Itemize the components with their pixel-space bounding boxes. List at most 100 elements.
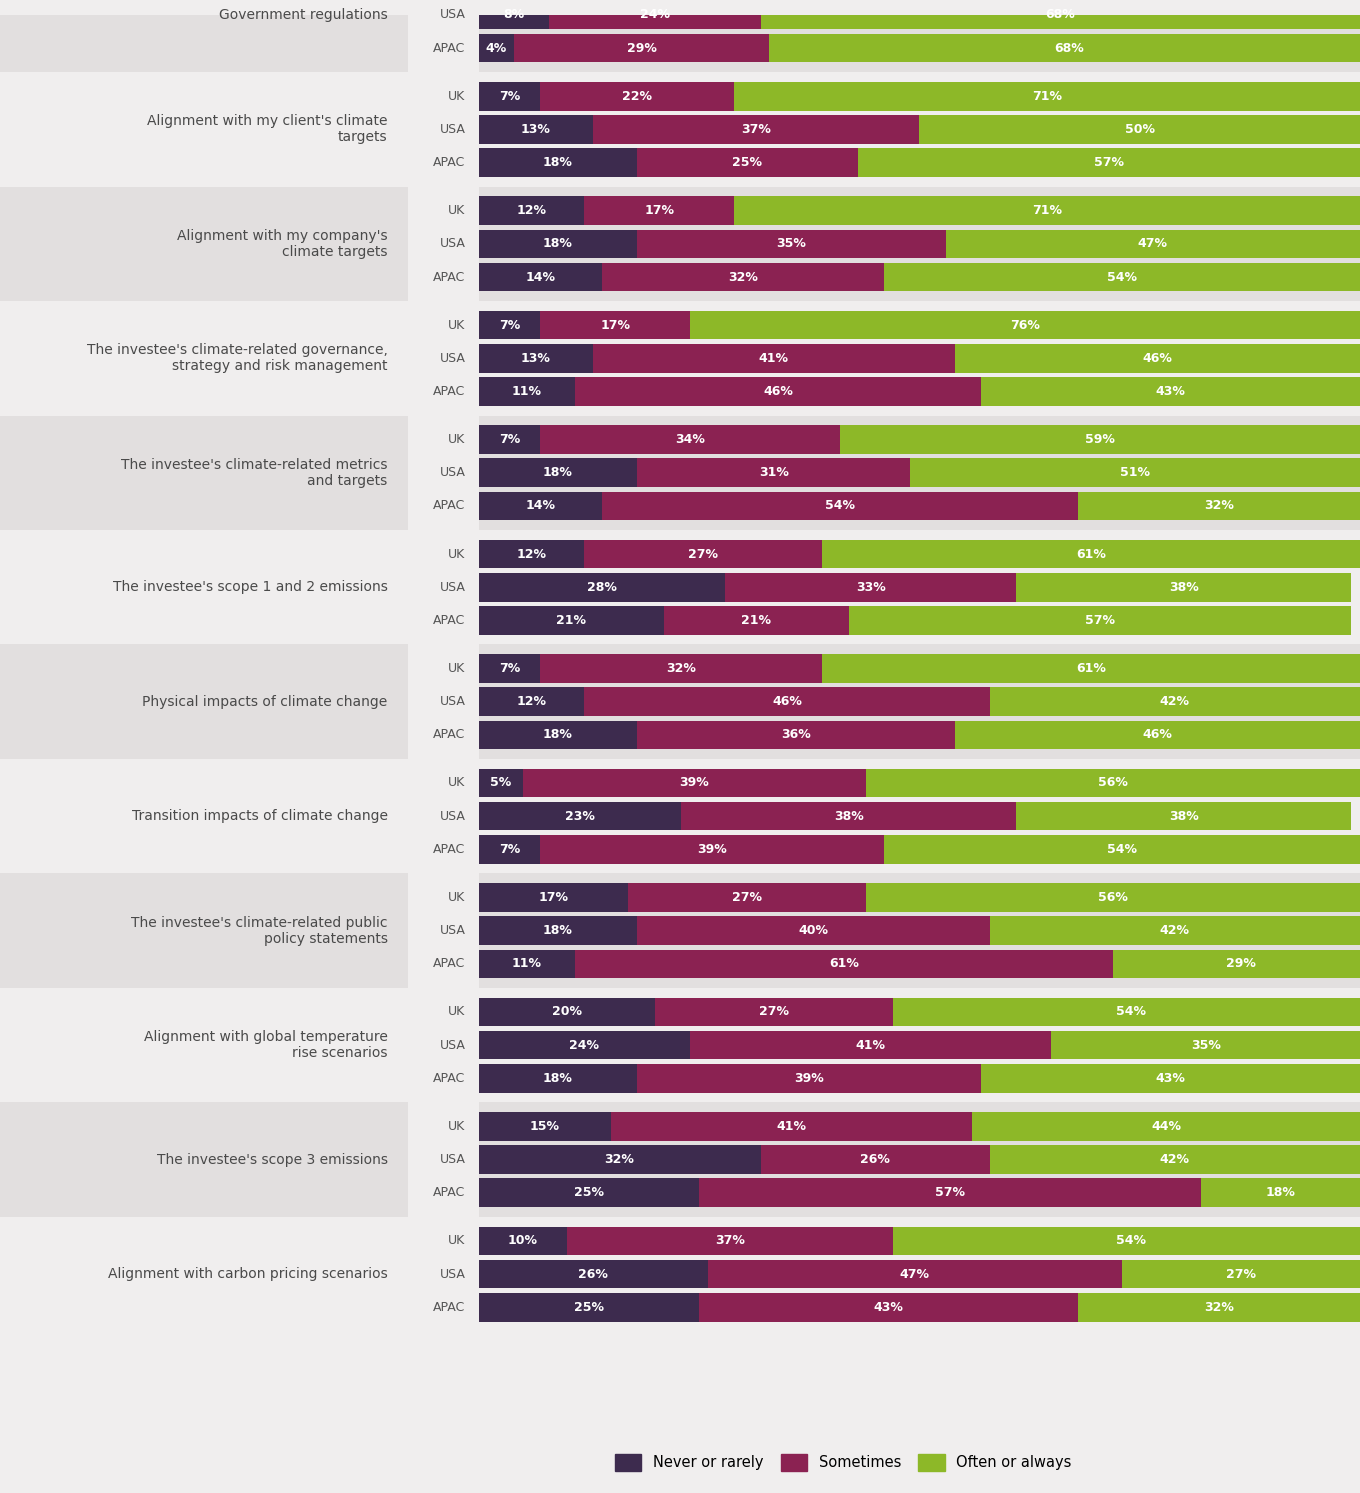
Text: 12%: 12% <box>517 205 547 216</box>
Text: UK: UK <box>447 1235 465 1247</box>
Bar <box>638 721 955 749</box>
Text: Alignment with global temperature
rise scenarios: Alignment with global temperature rise s… <box>144 1030 388 1060</box>
Bar <box>0 988 408 1102</box>
Text: 8%: 8% <box>503 9 525 21</box>
Text: 18%: 18% <box>543 466 573 479</box>
Bar <box>540 426 840 454</box>
Bar <box>823 654 1360 682</box>
Bar <box>479 148 638 176</box>
Text: 12%: 12% <box>517 548 547 560</box>
Text: APAC: APAC <box>432 270 465 284</box>
Bar <box>945 230 1360 258</box>
Text: 29%: 29% <box>627 42 657 55</box>
Bar <box>479 1293 699 1321</box>
Bar <box>479 997 654 1026</box>
Bar <box>0 530 408 645</box>
Text: UK: UK <box>447 318 465 331</box>
Text: APAC: APAC <box>432 1072 465 1085</box>
Bar <box>638 458 910 487</box>
Text: 61%: 61% <box>1076 548 1106 560</box>
Bar <box>866 769 1360 797</box>
Bar <box>479 802 681 830</box>
Text: USA: USA <box>439 352 465 364</box>
Bar <box>638 1065 981 1093</box>
Bar <box>479 426 540 454</box>
Text: 40%: 40% <box>798 924 828 938</box>
Text: 18%: 18% <box>1266 1187 1296 1199</box>
Text: The investee's climate-related metrics
and targets: The investee's climate-related metrics a… <box>121 458 388 488</box>
Bar <box>919 115 1360 143</box>
Bar <box>479 687 585 717</box>
Bar <box>699 1178 1201 1206</box>
Bar <box>479 0 549 30</box>
Text: 71%: 71% <box>1032 205 1062 216</box>
Text: UK: UK <box>447 433 465 446</box>
Bar <box>479 197 585 225</box>
Text: 41%: 41% <box>777 1120 806 1133</box>
Text: The investee's climate-related public
policy statements: The investee's climate-related public po… <box>131 915 388 945</box>
Text: 36%: 36% <box>781 729 811 742</box>
Text: 24%: 24% <box>639 9 670 21</box>
Text: 39%: 39% <box>680 776 710 790</box>
Text: 20%: 20% <box>552 1005 582 1018</box>
Text: APAC: APAC <box>432 385 465 399</box>
Text: 25%: 25% <box>574 1300 604 1314</box>
Bar <box>479 1102 1360 1217</box>
Text: 37%: 37% <box>715 1235 745 1247</box>
Text: 7%: 7% <box>499 844 520 855</box>
Bar <box>479 769 522 797</box>
Text: USA: USA <box>439 9 465 21</box>
Text: 5%: 5% <box>490 776 511 790</box>
Text: 39%: 39% <box>698 844 728 855</box>
Text: The investee's climate-related governance,
strategy and risk management: The investee's climate-related governanc… <box>87 343 388 373</box>
Text: 32%: 32% <box>1204 1300 1234 1314</box>
Text: 13%: 13% <box>521 352 551 364</box>
Bar <box>0 187 408 302</box>
Bar <box>1016 573 1352 602</box>
Text: 56%: 56% <box>1099 776 1129 790</box>
Text: 27%: 27% <box>1225 1268 1257 1281</box>
Bar <box>479 917 638 945</box>
Text: 47%: 47% <box>900 1268 930 1281</box>
Text: 15%: 15% <box>529 1120 559 1133</box>
Text: 18%: 18% <box>543 237 573 251</box>
Text: 76%: 76% <box>1010 318 1040 331</box>
Bar <box>540 835 884 863</box>
Bar <box>858 148 1360 176</box>
Text: 32%: 32% <box>1204 500 1234 512</box>
Bar <box>479 1217 1360 1332</box>
Text: 51%: 51% <box>1121 466 1151 479</box>
Text: 54%: 54% <box>1115 1005 1146 1018</box>
Bar <box>628 884 866 912</box>
Bar <box>892 997 1360 1026</box>
Text: 57%: 57% <box>1093 157 1123 169</box>
Bar <box>884 263 1360 291</box>
Text: 29%: 29% <box>1227 957 1255 970</box>
Text: 7%: 7% <box>499 661 520 675</box>
Text: USA: USA <box>439 581 465 594</box>
Text: UK: UK <box>447 90 465 103</box>
Text: USA: USA <box>439 924 465 938</box>
Bar <box>479 573 725 602</box>
Text: USA: USA <box>439 809 465 823</box>
Text: 13%: 13% <box>521 122 551 136</box>
Bar <box>479 758 1360 873</box>
Bar <box>479 835 540 863</box>
Text: UK: UK <box>447 548 465 560</box>
Text: 7%: 7% <box>499 433 520 446</box>
Bar <box>638 230 945 258</box>
Text: 22%: 22% <box>622 90 653 103</box>
Text: 35%: 35% <box>1191 1039 1221 1051</box>
Text: APAC: APAC <box>432 42 465 55</box>
Text: 46%: 46% <box>772 696 802 708</box>
Bar <box>770 34 1360 63</box>
Bar <box>0 0 408 72</box>
Bar <box>593 115 919 143</box>
Bar <box>707 1260 1122 1288</box>
Bar <box>479 1065 638 1093</box>
Bar <box>479 1112 611 1141</box>
Text: Transition impacts of climate change: Transition impacts of climate change <box>132 809 388 823</box>
Text: 27%: 27% <box>733 891 763 903</box>
Text: Physical impacts of climate change: Physical impacts of climate change <box>143 694 388 709</box>
Text: 37%: 37% <box>741 122 771 136</box>
